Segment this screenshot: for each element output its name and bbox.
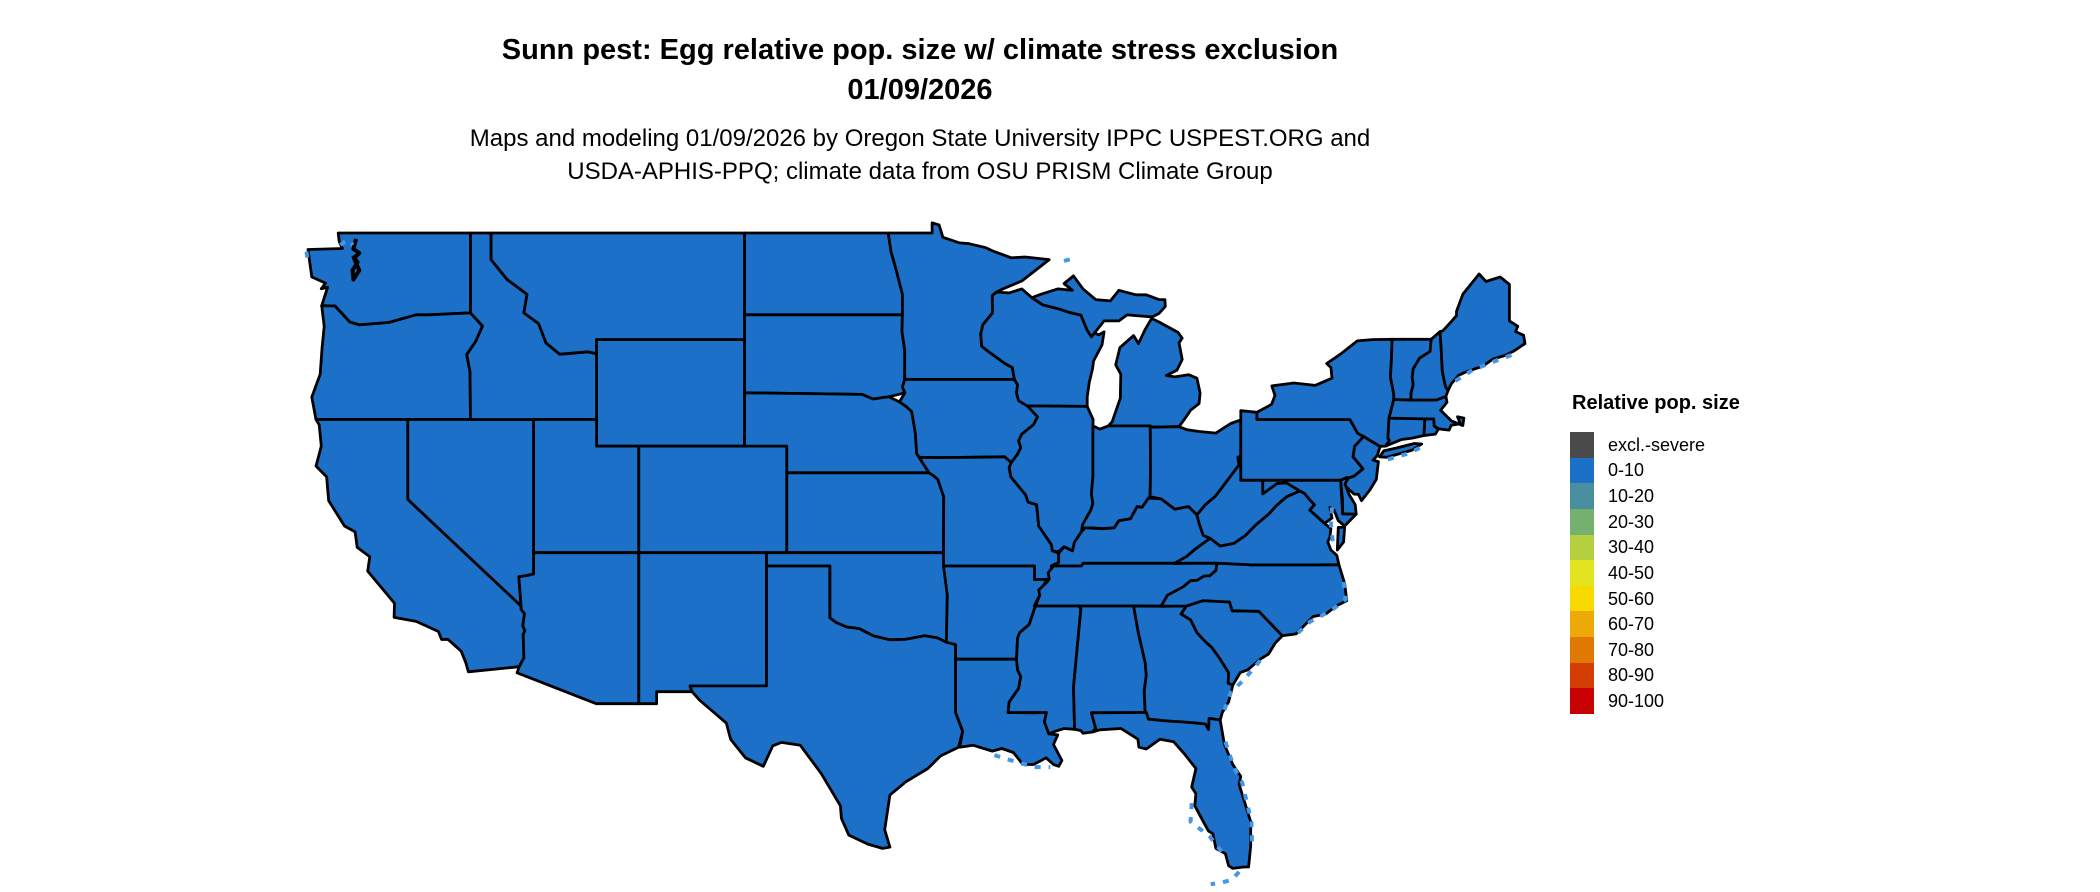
legend: Relative pop. size excl.-severe 0-10 10-20… xyxy=(1570,392,1740,714)
state-shape-ks xyxy=(785,471,946,555)
state-shape-tx xyxy=(688,564,965,850)
state-shape-wy xyxy=(595,338,746,448)
state-shape-sd xyxy=(743,313,907,401)
figure-subtitle-line1: Maps and modeling 01/09/2026 by Oregon S… xyxy=(469,125,1371,152)
coastal-fringe xyxy=(304,251,311,266)
legend-label: excl.-severe xyxy=(1608,434,1706,455)
coastal-fringe xyxy=(1387,445,1422,462)
coastal-fringe xyxy=(339,237,355,247)
state-shape-ct xyxy=(1384,416,1427,448)
legend-label: 60-70 xyxy=(1608,614,1655,635)
state-shape-nj xyxy=(1343,435,1382,503)
legend-swatch-80-90 xyxy=(1570,662,1594,689)
legend-row-40-50: 40-50 xyxy=(1570,560,1740,586)
state-shape-me xyxy=(1438,272,1527,393)
figure-title: Sunn pest: Egg relative pop. size w/ cli… xyxy=(0,30,1840,110)
state-shape-ny xyxy=(1378,442,1424,459)
figure-title-line2: 01/09/2026 xyxy=(847,74,993,106)
state-shape-nm xyxy=(637,551,768,706)
state-shape-mi xyxy=(1106,317,1202,429)
legend-swatch-60-70 xyxy=(1570,611,1594,637)
coastal-fringe xyxy=(1328,507,1335,544)
legend-swatch-10-20 xyxy=(1570,483,1594,509)
coastal-fringe xyxy=(1188,802,1225,855)
legend-label: 70-80 xyxy=(1608,639,1655,660)
legend-swatch-excl.-severe xyxy=(1570,432,1594,458)
legend-row-30-40: 30-40 xyxy=(1570,534,1740,561)
coastal-fringe xyxy=(993,753,1051,770)
legend-label: 80-90 xyxy=(1608,665,1655,686)
legend-label: 50-60 xyxy=(1608,588,1655,609)
legend-row-20-30: 20-30 xyxy=(1570,508,1740,535)
legend-label: 40-50 xyxy=(1608,562,1655,583)
coastal-fringe xyxy=(1210,870,1241,887)
legend-label: 30-40 xyxy=(1608,537,1655,558)
legend-row-excl.-severe: excl.-severe xyxy=(1570,432,1740,458)
state-shape-nc xyxy=(1159,561,1349,638)
legend-row-80-90: 80-90 xyxy=(1570,662,1740,689)
legend-label: 0-10 xyxy=(1608,460,1645,481)
legend-swatch-20-30 xyxy=(1570,508,1594,535)
legend-row-0-10: 0-10 xyxy=(1570,457,1740,484)
figure-subtitle-line2: USDA-APHIS-PPQ; climate data from OSU PR… xyxy=(567,158,1273,185)
state-shape-md xyxy=(1261,478,1358,528)
figure-title-line1: Sunn pest: Egg relative pop. size w/ cli… xyxy=(501,34,1339,66)
coastal-fringe xyxy=(1063,256,1075,263)
legend-row-70-80: 70-80 xyxy=(1570,637,1740,663)
legend-row-90-100: 90-100 xyxy=(1570,688,1740,714)
legend-swatch-90-100 xyxy=(1570,688,1594,714)
coastal-fringe xyxy=(1454,352,1515,383)
state-shape-nd xyxy=(743,231,904,317)
puget-sound-coastline xyxy=(350,238,362,282)
legend-swatch-70-80 xyxy=(1570,637,1594,663)
legend-label: 20-30 xyxy=(1608,511,1655,532)
state-shape-fl xyxy=(1090,711,1253,870)
state-shape-pa xyxy=(1239,409,1365,482)
figure-subtitle: Maps and modeling 01/09/2026 by Oregon S… xyxy=(0,122,1840,188)
legend-swatch-0-10 xyxy=(1570,457,1594,484)
coastal-fringe xyxy=(1223,741,1255,846)
legend-label: 10-20 xyxy=(1608,486,1655,507)
legend-row-50-60: 50-60 xyxy=(1570,585,1740,612)
coastal-fringe xyxy=(1222,659,1262,711)
state-shape-co xyxy=(637,444,789,555)
legend-row-60-70: 60-70 xyxy=(1570,611,1740,637)
legend-label: 90-100 xyxy=(1608,691,1665,712)
legend-swatch-40-50 xyxy=(1570,560,1594,586)
state-shape-mi xyxy=(1030,274,1167,339)
legend-rows: excl.-severe 0-10 10-20 20-30 30-40 40-50 50-6… xyxy=(1570,432,1740,714)
state-shape-wi xyxy=(979,287,1106,408)
state-shape-va xyxy=(1335,526,1346,552)
state-shape-or xyxy=(310,304,484,421)
state-shape-az xyxy=(515,551,641,706)
legend-title: Relative pop. size xyxy=(1572,392,1740,414)
legend-swatch-50-60 xyxy=(1570,585,1594,612)
legend-row-10-20: 10-20 xyxy=(1570,483,1740,509)
legend-swatch-30-40 xyxy=(1570,534,1594,561)
